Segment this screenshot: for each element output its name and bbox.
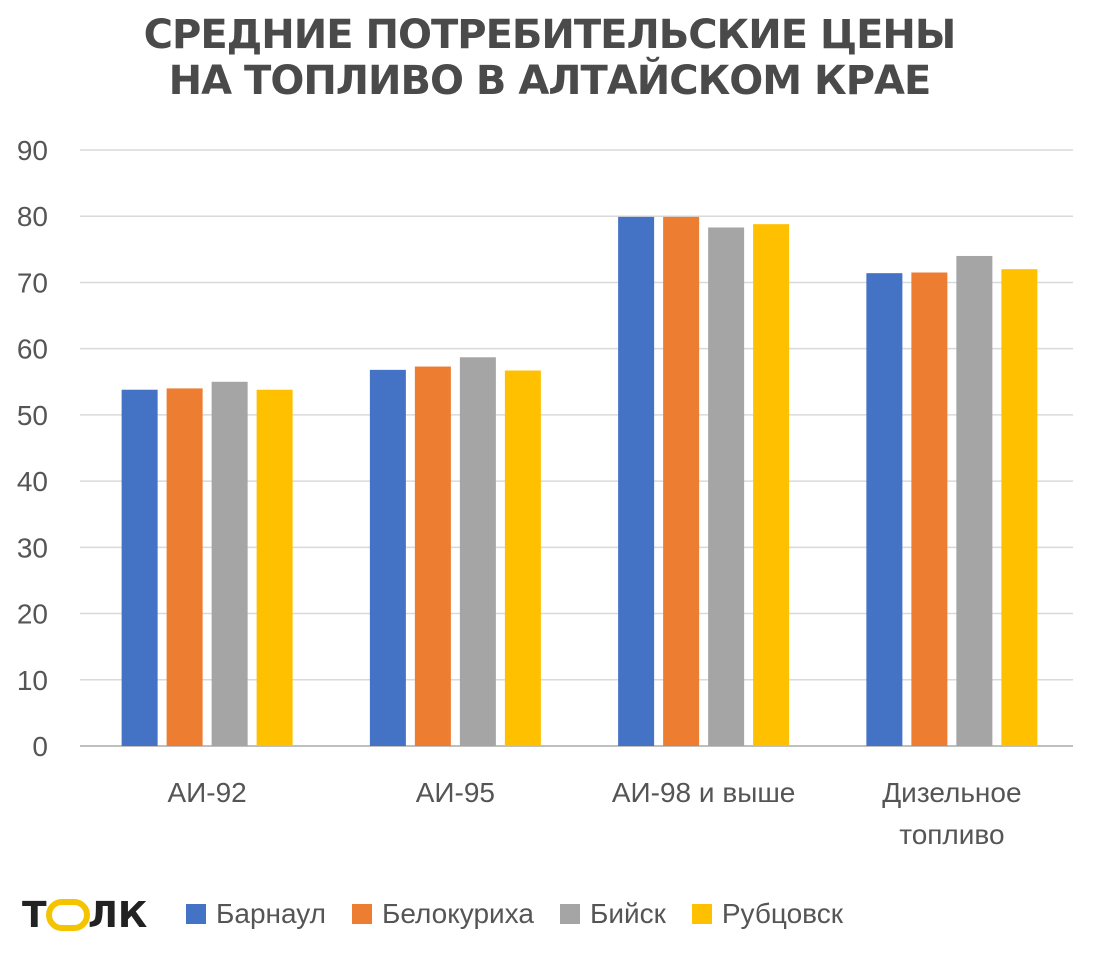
bar-3-1 [618, 216, 655, 746]
logo-letters-lk: ЛК [88, 895, 147, 934]
y-tick-label: 60 [17, 334, 48, 365]
category-label: АИ-95 [416, 777, 495, 808]
y-tick-label: 40 [17, 466, 48, 497]
legend-item: Бийск [559, 898, 666, 930]
legend-swatch [691, 904, 712, 924]
tolk-logo-mark: Т ЛК [22, 895, 147, 934]
legend-item: Рубцовск [691, 898, 843, 930]
bar-2-2 [414, 366, 451, 746]
tolk-logo: Т ЛК [22, 894, 152, 934]
bar-4-3 [956, 255, 993, 746]
chart-title-line-1: Средние потребительские цены [143, 12, 957, 58]
y-tick-label: 70 [17, 267, 48, 298]
bar-2-4 [504, 370, 541, 746]
bar-4-4 [1001, 269, 1038, 746]
legend-swatch [559, 904, 580, 924]
bar-4-2 [911, 272, 948, 746]
bar-1-1 [121, 389, 158, 746]
category-label: АИ-98 и выше [612, 777, 796, 808]
legend-label: Белокуриха [381, 898, 534, 929]
y-tick-label: 0 [32, 731, 48, 762]
y-tick-label: 90 [17, 135, 48, 166]
bar-3-3 [708, 227, 745, 747]
y-tick-label: 30 [17, 532, 48, 563]
legend-label: Рубцовск [721, 898, 843, 929]
bar-chart: 0 10 20 30 40 50 60 70 80 90 АИ-92 АИ-95 АИ-98 и выш… [17, 135, 1073, 850]
legend-swatch [351, 904, 372, 924]
y-tick-label: 80 [17, 201, 48, 232]
bar-1-4 [256, 389, 293, 746]
y-tick-label: 20 [17, 599, 48, 630]
bar-1-2 [166, 388, 203, 746]
category-label: Дизельное [882, 777, 1021, 808]
legend-label: Бийск [589, 898, 666, 929]
category-label: топливо [899, 819, 1004, 850]
logo-letter-t: Т [22, 895, 47, 934]
logo-letter-o-ring [46, 899, 90, 931]
legend: Т ЛК Барнаул Белокуриха Бийск Рубцовск [22, 890, 869, 938]
bar-2-3 [459, 357, 496, 746]
y-tick-label: 10 [17, 665, 48, 696]
legend-item: Белокуриха [351, 898, 534, 930]
category-label: АИ-92 [167, 777, 246, 808]
legend-items: Барнаул Белокуриха Бийск Рубцовск [186, 898, 869, 930]
bar-4-1 [866, 273, 903, 746]
bar-2-1 [369, 369, 406, 746]
bar-1-3 [211, 381, 248, 746]
bar-3-4 [753, 224, 790, 746]
chart-title: Средние потребительские цены на топливо … [0, 12, 1099, 104]
y-tick-label: 50 [17, 400, 48, 431]
legend-swatch [186, 904, 206, 924]
legend-label: Барнаул [216, 898, 326, 929]
bar-3-2 [663, 216, 700, 746]
legend-item: Барнаул [186, 898, 326, 930]
chart-title-line-2: на топливо в Алтайском крае [168, 58, 932, 104]
